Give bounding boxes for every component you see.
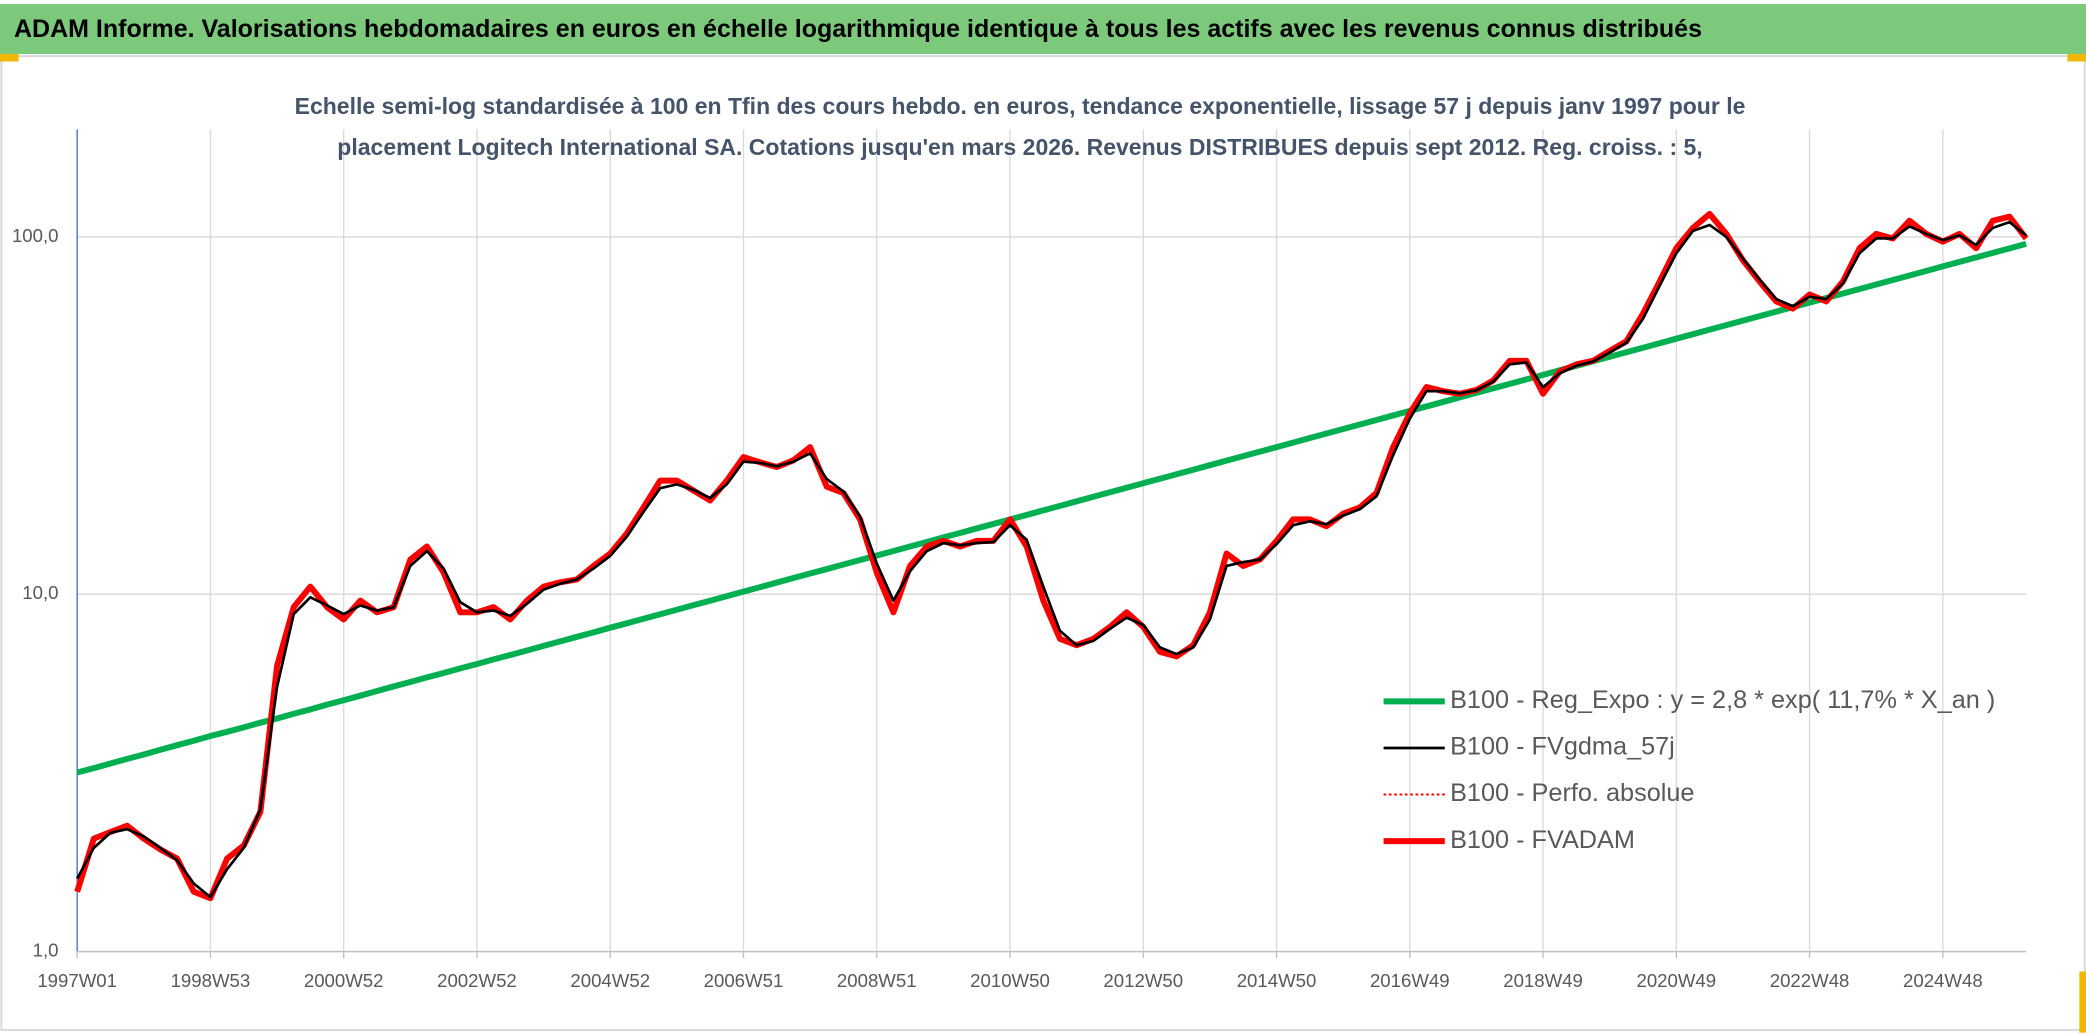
x-tick-label: 2002W52 (437, 970, 517, 991)
x-tick-label: 2008W51 (837, 970, 917, 991)
x-tick-label: 2018W49 (1503, 970, 1583, 991)
series-line (75, 220, 2027, 899)
x-tick-label: 2004W52 (570, 970, 650, 991)
corner (2079, 971, 2086, 1033)
x-tick-label: 2006W51 (704, 970, 784, 991)
y-tick-label: 10,0 (22, 582, 58, 603)
x-tick-label: 1997W01 (37, 970, 117, 991)
plot-area: 1997W01 1998W53 2000W52 2002W52 2004W52 2006W… (12, 129, 2029, 991)
x-tick-label: 2020W49 (1636, 970, 1716, 991)
legend-label: B100 - Reg_Expo : y = 2,8 * exp( 11,7% *… (1450, 686, 1995, 714)
x-tick-label: 2022W48 (1770, 970, 1850, 991)
corner (2067, 50, 2086, 62)
chart-subtitle: Echelle semi-log standardisée à 100 en T… (294, 93, 1746, 160)
x-tick-label: 2012W50 (1103, 970, 1183, 991)
header-title: ADAM Informe. Valorisations hebdomadaire… (0, 4, 2086, 54)
frame (0, 55, 2086, 1032)
y-tick-label: 100,0 (12, 225, 59, 246)
x-tick-label: 2014W50 (1237, 970, 1317, 991)
x-tick-label: 2016W49 (1370, 970, 1450, 991)
corner (0, 50, 19, 62)
x-tick-label: 2024W48 (1903, 970, 1983, 991)
y-tick-label: 1,0 (33, 939, 59, 960)
series-line (76, 241, 2027, 776)
legend-label: B100 - Perfo. absolue (1450, 779, 1694, 807)
x-tick-label: 1998W53 (171, 970, 251, 991)
x-tick-label: 2000W52 (304, 970, 384, 991)
x-tick-label: 2010W50 (970, 970, 1050, 991)
legend-label: B100 - FVADAM (1450, 826, 1635, 854)
legend-label: B100 - FVgdma_57j (1450, 733, 1675, 761)
